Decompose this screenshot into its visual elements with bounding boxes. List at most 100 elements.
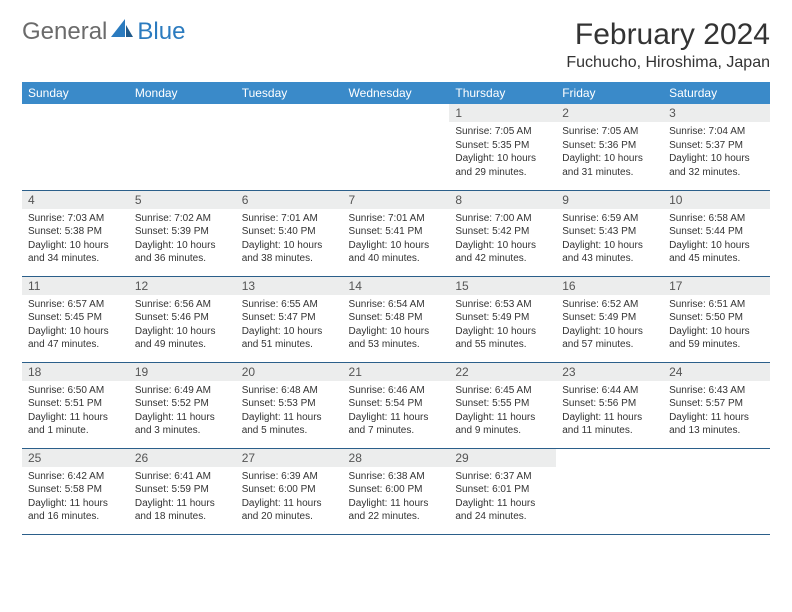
day-details: Sunrise: 6:58 AMSunset: 5:44 PMDaylight:… xyxy=(663,209,770,270)
day-cell: 25Sunrise: 6:42 AMSunset: 5:58 PMDayligh… xyxy=(22,448,129,534)
day-details: Sunrise: 6:48 AMSunset: 5:53 PMDaylight:… xyxy=(236,381,343,442)
day-details: Sunrise: 6:52 AMSunset: 5:49 PMDaylight:… xyxy=(556,295,663,356)
day-number: 23 xyxy=(556,363,663,381)
day-cell: 13Sunrise: 6:55 AMSunset: 5:47 PMDayligh… xyxy=(236,276,343,362)
day-number: 13 xyxy=(236,277,343,295)
day-details: Sunrise: 7:05 AMSunset: 5:35 PMDaylight:… xyxy=(449,122,556,183)
day-details: Sunrise: 7:04 AMSunset: 5:37 PMDaylight:… xyxy=(663,122,770,183)
location-text: Fuchucho, Hiroshima, Japan xyxy=(566,54,770,72)
day-cell: 1Sunrise: 7:05 AMSunset: 5:35 PMDaylight… xyxy=(449,104,556,190)
day-details: Sunrise: 6:57 AMSunset: 5:45 PMDaylight:… xyxy=(22,295,129,356)
week-row: 11Sunrise: 6:57 AMSunset: 5:45 PMDayligh… xyxy=(22,276,770,362)
day-details: Sunrise: 6:53 AMSunset: 5:49 PMDaylight:… xyxy=(449,295,556,356)
day-cell: 18Sunrise: 6:50 AMSunset: 5:51 PMDayligh… xyxy=(22,362,129,448)
day-number: 20 xyxy=(236,363,343,381)
day-cell: 24Sunrise: 6:43 AMSunset: 5:57 PMDayligh… xyxy=(663,362,770,448)
day-cell: 11Sunrise: 6:57 AMSunset: 5:45 PMDayligh… xyxy=(22,276,129,362)
day-number: 21 xyxy=(343,363,450,381)
day-cell: 7Sunrise: 7:01 AMSunset: 5:41 PMDaylight… xyxy=(343,190,450,276)
logo-text-blue: Blue xyxy=(137,18,185,46)
day-number: 4 xyxy=(22,191,129,209)
day-number: 14 xyxy=(343,277,450,295)
day-cell: 10Sunrise: 6:58 AMSunset: 5:44 PMDayligh… xyxy=(663,190,770,276)
day-details: Sunrise: 6:49 AMSunset: 5:52 PMDaylight:… xyxy=(129,381,236,442)
day-cell: 19Sunrise: 6:49 AMSunset: 5:52 PMDayligh… xyxy=(129,362,236,448)
day-cell: 14Sunrise: 6:54 AMSunset: 5:48 PMDayligh… xyxy=(343,276,450,362)
day-details: Sunrise: 6:44 AMSunset: 5:56 PMDaylight:… xyxy=(556,381,663,442)
day-details: Sunrise: 6:43 AMSunset: 5:57 PMDaylight:… xyxy=(663,381,770,442)
day-details: Sunrise: 7:01 AMSunset: 5:41 PMDaylight:… xyxy=(343,209,450,270)
empty-cell xyxy=(236,104,343,190)
day-number: 3 xyxy=(663,104,770,122)
day-cell: 5Sunrise: 7:02 AMSunset: 5:39 PMDaylight… xyxy=(129,190,236,276)
day-number: 10 xyxy=(663,191,770,209)
header: General Blue February 2024 Fuchucho, Hir… xyxy=(22,18,770,72)
day-header: Thursday xyxy=(449,82,556,104)
day-details: Sunrise: 7:02 AMSunset: 5:39 PMDaylight:… xyxy=(129,209,236,270)
day-details: Sunrise: 7:03 AMSunset: 5:38 PMDaylight:… xyxy=(22,209,129,270)
empty-cell xyxy=(22,104,129,190)
logo-text-general: General xyxy=(22,18,107,46)
day-number: 15 xyxy=(449,277,556,295)
day-number: 26 xyxy=(129,449,236,467)
day-number: 18 xyxy=(22,363,129,381)
day-number: 9 xyxy=(556,191,663,209)
day-number: 8 xyxy=(449,191,556,209)
day-details: Sunrise: 6:50 AMSunset: 5:51 PMDaylight:… xyxy=(22,381,129,442)
day-header: Saturday xyxy=(663,82,770,104)
week-row: 18Sunrise: 6:50 AMSunset: 5:51 PMDayligh… xyxy=(22,362,770,448)
logo: General Blue xyxy=(22,18,185,46)
day-cell: 4Sunrise: 7:03 AMSunset: 5:38 PMDaylight… xyxy=(22,190,129,276)
day-details: Sunrise: 6:37 AMSunset: 6:01 PMDaylight:… xyxy=(449,467,556,528)
day-header-row: SundayMondayTuesdayWednesdayThursdayFrid… xyxy=(22,82,770,104)
day-header: Wednesday xyxy=(343,82,450,104)
day-details: Sunrise: 6:54 AMSunset: 5:48 PMDaylight:… xyxy=(343,295,450,356)
day-number: 25 xyxy=(22,449,129,467)
day-details: Sunrise: 6:39 AMSunset: 6:00 PMDaylight:… xyxy=(236,467,343,528)
day-number: 19 xyxy=(129,363,236,381)
logo-sail-icon xyxy=(111,18,133,46)
day-number: 22 xyxy=(449,363,556,381)
day-cell: 6Sunrise: 7:01 AMSunset: 5:40 PMDaylight… xyxy=(236,190,343,276)
day-details: Sunrise: 7:00 AMSunset: 5:42 PMDaylight:… xyxy=(449,209,556,270)
day-cell: 26Sunrise: 6:41 AMSunset: 5:59 PMDayligh… xyxy=(129,448,236,534)
day-details: Sunrise: 6:55 AMSunset: 5:47 PMDaylight:… xyxy=(236,295,343,356)
day-details: Sunrise: 6:46 AMSunset: 5:54 PMDaylight:… xyxy=(343,381,450,442)
day-cell: 22Sunrise: 6:45 AMSunset: 5:55 PMDayligh… xyxy=(449,362,556,448)
day-cell: 15Sunrise: 6:53 AMSunset: 5:49 PMDayligh… xyxy=(449,276,556,362)
week-row: 4Sunrise: 7:03 AMSunset: 5:38 PMDaylight… xyxy=(22,190,770,276)
day-cell: 3Sunrise: 7:04 AMSunset: 5:37 PMDaylight… xyxy=(663,104,770,190)
day-number: 1 xyxy=(449,104,556,122)
day-cell: 8Sunrise: 7:00 AMSunset: 5:42 PMDaylight… xyxy=(449,190,556,276)
day-cell: 27Sunrise: 6:39 AMSunset: 6:00 PMDayligh… xyxy=(236,448,343,534)
day-number: 7 xyxy=(343,191,450,209)
empty-cell xyxy=(129,104,236,190)
day-number: 24 xyxy=(663,363,770,381)
title-block: February 2024 Fuchucho, Hiroshima, Japan xyxy=(566,18,770,72)
day-number: 12 xyxy=(129,277,236,295)
day-cell: 17Sunrise: 6:51 AMSunset: 5:50 PMDayligh… xyxy=(663,276,770,362)
day-cell: 12Sunrise: 6:56 AMSunset: 5:46 PMDayligh… xyxy=(129,276,236,362)
day-details: Sunrise: 6:51 AMSunset: 5:50 PMDaylight:… xyxy=(663,295,770,356)
day-number: 6 xyxy=(236,191,343,209)
day-cell: 29Sunrise: 6:37 AMSunset: 6:01 PMDayligh… xyxy=(449,448,556,534)
day-number: 29 xyxy=(449,449,556,467)
day-details: Sunrise: 6:38 AMSunset: 6:00 PMDaylight:… xyxy=(343,467,450,528)
day-details: Sunrise: 6:45 AMSunset: 5:55 PMDaylight:… xyxy=(449,381,556,442)
day-header: Tuesday xyxy=(236,82,343,104)
week-row: 1Sunrise: 7:05 AMSunset: 5:35 PMDaylight… xyxy=(22,104,770,190)
day-number: 16 xyxy=(556,277,663,295)
day-number: 28 xyxy=(343,449,450,467)
day-cell: 23Sunrise: 6:44 AMSunset: 5:56 PMDayligh… xyxy=(556,362,663,448)
calendar-table: SundayMondayTuesdayWednesdayThursdayFrid… xyxy=(22,82,770,535)
empty-cell xyxy=(556,448,663,534)
empty-cell xyxy=(663,448,770,534)
day-cell: 21Sunrise: 6:46 AMSunset: 5:54 PMDayligh… xyxy=(343,362,450,448)
day-number: 2 xyxy=(556,104,663,122)
day-header: Friday xyxy=(556,82,663,104)
month-title: February 2024 xyxy=(566,18,770,52)
week-row: 25Sunrise: 6:42 AMSunset: 5:58 PMDayligh… xyxy=(22,448,770,534)
day-header: Sunday xyxy=(22,82,129,104)
day-cell: 28Sunrise: 6:38 AMSunset: 6:00 PMDayligh… xyxy=(343,448,450,534)
day-number: 17 xyxy=(663,277,770,295)
